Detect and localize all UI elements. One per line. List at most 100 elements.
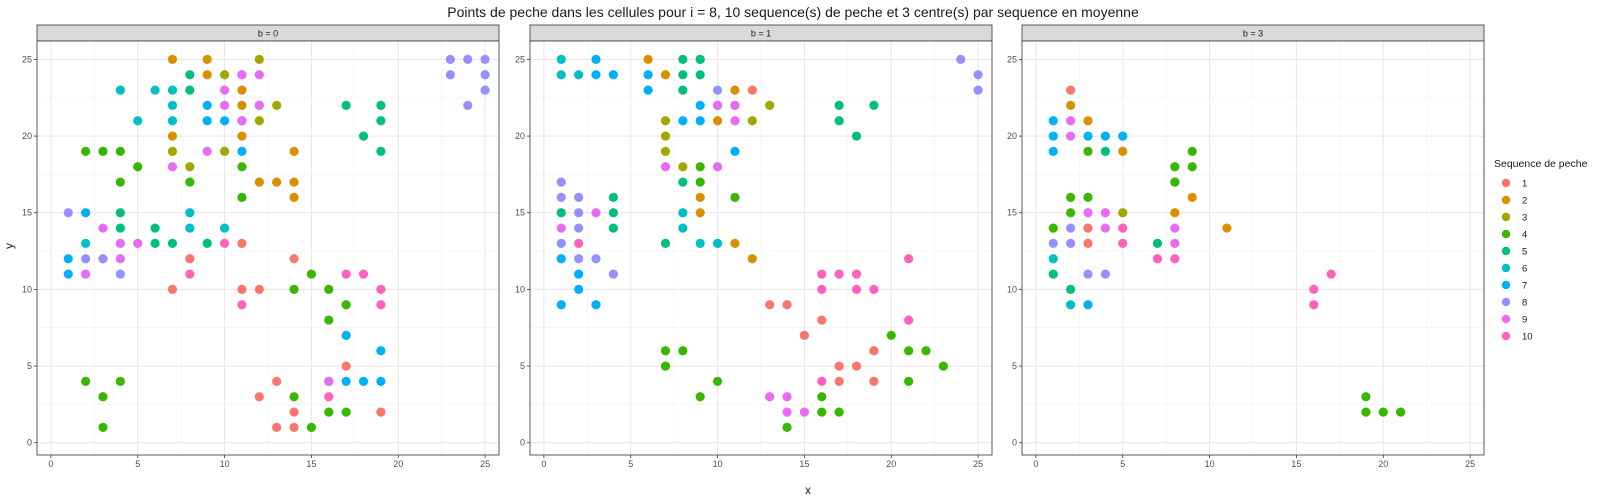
data-point: [1100, 131, 1110, 141]
data-point: [817, 392, 827, 402]
data-point: [747, 85, 757, 95]
data-point: [660, 162, 671, 172]
legend-title: Sequence de peche: [1494, 158, 1588, 170]
legend-label: 10: [1522, 332, 1533, 343]
data-point: [1066, 300, 1076, 310]
y-axis-label: y: [2, 243, 16, 249]
data-point: [167, 85, 178, 95]
data-point: [202, 116, 212, 126]
data-point: [765, 300, 775, 310]
legend-key: [1501, 314, 1511, 324]
data-point: [1066, 116, 1076, 126]
data-point: [817, 284, 827, 294]
data-point: [237, 85, 247, 95]
data-point: [81, 238, 91, 248]
data-point: [973, 85, 983, 95]
data-point: [1100, 223, 1110, 233]
data-point: [150, 223, 160, 233]
data-point: [463, 54, 473, 64]
data-point: [938, 361, 948, 371]
data-point: [324, 407, 334, 417]
legend-key: [1501, 331, 1511, 341]
data-point: [747, 254, 757, 264]
data-point: [712, 116, 723, 126]
data-point: [167, 54, 178, 64]
chart-title: Points de peche dans les cellules pour i…: [447, 4, 1139, 20]
data-point: [376, 300, 386, 310]
legend-key: [1501, 212, 1511, 222]
data-point: [289, 392, 299, 402]
data-point: [1083, 192, 1093, 202]
data-point: [202, 54, 212, 64]
data-point: [306, 422, 317, 432]
data-point: [817, 315, 827, 325]
data-point: [115, 146, 125, 156]
data-point: [782, 300, 792, 310]
data-point: [185, 269, 195, 279]
legend-label: 8: [1522, 298, 1527, 309]
data-point: [63, 208, 73, 218]
y-tick-label: 10: [22, 284, 32, 294]
legend-key: [1501, 246, 1511, 256]
x-tick-label: 10: [713, 459, 723, 469]
data-point: [219, 238, 230, 248]
legend-key: [1501, 229, 1511, 239]
data-point: [376, 146, 386, 156]
data-point: [1152, 238, 1163, 248]
data-point: [660, 131, 671, 141]
legend-key: [1501, 195, 1511, 205]
data-point: [574, 238, 584, 248]
x-tick-label: 15: [1291, 459, 1301, 469]
data-point: [660, 70, 671, 80]
data-point: [712, 85, 723, 95]
data-point: [834, 407, 844, 417]
data-point: [81, 146, 91, 156]
data-point: [643, 85, 653, 95]
data-point: [202, 146, 212, 156]
facet-strip-label: b = 3: [1243, 29, 1263, 39]
data-point: [237, 284, 247, 294]
data-point: [237, 116, 247, 126]
data-point: [167, 162, 178, 172]
data-point: [202, 100, 212, 110]
data-point: [63, 269, 73, 279]
data-point: [904, 346, 914, 356]
y-tick-label: 20: [515, 131, 525, 141]
x-tick-label: 0: [541, 459, 546, 469]
data-point: [185, 177, 195, 187]
legend-key: [1501, 280, 1511, 290]
data-point: [556, 254, 566, 264]
data-point: [289, 407, 299, 417]
data-point: [851, 269, 862, 279]
facet-panel-1: b = 1 0 5 10 15 20 25 0 5 10 15 20 25: [515, 24, 993, 469]
data-point: [591, 54, 601, 64]
data-point: [272, 376, 282, 386]
y-tick-label: 15: [515, 208, 525, 218]
legend-key: [1501, 178, 1511, 188]
data-point: [133, 238, 143, 248]
data-point: [851, 361, 862, 371]
data-point: [782, 407, 792, 417]
data-point: [1066, 238, 1076, 248]
data-point: [98, 422, 108, 432]
data-point: [254, 392, 264, 402]
data-point: [1309, 300, 1319, 310]
data-point: [219, 100, 230, 110]
data-point: [202, 238, 212, 248]
data-point: [660, 116, 671, 126]
data-point: [1361, 407, 1371, 417]
data-point: [115, 223, 125, 233]
data-point: [167, 131, 178, 141]
data-point: [730, 146, 740, 156]
data-point: [1152, 254, 1163, 264]
facet-strip-label: b = 1: [751, 29, 771, 39]
data-point: [324, 392, 334, 402]
data-point: [1118, 131, 1128, 141]
data-point: [799, 330, 810, 340]
x-tick-label: 0: [1033, 459, 1038, 469]
data-point: [1048, 223, 1058, 233]
data-point: [289, 254, 299, 264]
data-point: [886, 330, 896, 340]
data-point: [1118, 238, 1128, 248]
